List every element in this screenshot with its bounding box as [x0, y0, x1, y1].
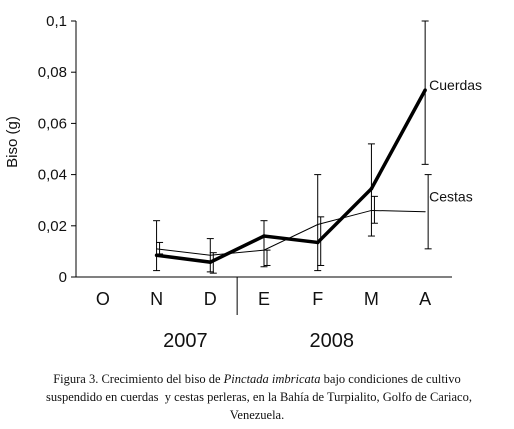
caption-suffix: bajo condiciones de cultivo: [320, 372, 461, 386]
y-axis: 0 0,02 0,04 0,06 0,08 0,1: [38, 13, 77, 286]
caption-species: Pinctada imbricata: [223, 372, 321, 386]
y-axis-label: Biso (g): [4, 116, 21, 168]
data-point: [423, 88, 427, 92]
y-tick-label: 0,08: [38, 64, 67, 81]
x-tick-label: O: [96, 289, 110, 309]
series-cestas: Cestas: [156, 174, 473, 274]
plot-area: Cuerdas Cestas: [153, 20, 482, 274]
figure-caption: Figura 3. Crecimiento del biso de Pincta…: [0, 370, 514, 424]
year-label-2007: 2007: [163, 330, 208, 352]
series-label: Cestas: [429, 189, 473, 205]
caption-line-3: Venezuela.: [229, 408, 285, 422]
data-point: [315, 240, 320, 245]
data-point: [317, 224, 319, 226]
x-tick-label: D: [204, 289, 217, 309]
data-point: [369, 186, 374, 191]
x-tick-label: F: [312, 289, 323, 309]
x-axis: O N D E F M A 2007 2008: [76, 276, 452, 352]
data-point: [208, 260, 213, 264]
data-point: [370, 209, 372, 211]
y-tick-label: 0,06: [38, 115, 67, 132]
x-tick-label: E: [258, 289, 270, 309]
data-point: [263, 249, 265, 251]
data-point: [209, 254, 211, 256]
y-tick-label: 0,02: [38, 218, 67, 235]
data-point: [424, 211, 426, 213]
x-tick-label: M: [364, 289, 379, 309]
data-point: [262, 234, 266, 238]
data-point: [156, 248, 158, 250]
chart-canvas: 0 0,02 0,04 0,06 0,08 0,1 O N D E F M A 2007 2008 Cue…: [4, 13, 482, 352]
year-label-2008: 2008: [309, 330, 354, 352]
caption-line-2: suspendido en cuerdas y cestas perleras,…: [46, 390, 472, 404]
caption-prefix: Figura 3. Crecimiento del biso de: [53, 372, 224, 386]
x-tick-label: N: [150, 289, 163, 309]
y-tick-label: 0,04: [38, 167, 67, 184]
series-line: [156, 89, 427, 264]
series-label: Cuerdas: [429, 77, 482, 93]
y-tick-label: 0,1: [46, 13, 67, 30]
y-tick-label: 0: [59, 269, 67, 286]
x-tick-label: A: [419, 289, 431, 309]
series-cuerdas: Cuerdas: [153, 20, 482, 273]
caption-line-1: Figura 3. Crecimiento del biso de Pincta…: [0, 370, 514, 388]
series-line: [156, 209, 426, 256]
